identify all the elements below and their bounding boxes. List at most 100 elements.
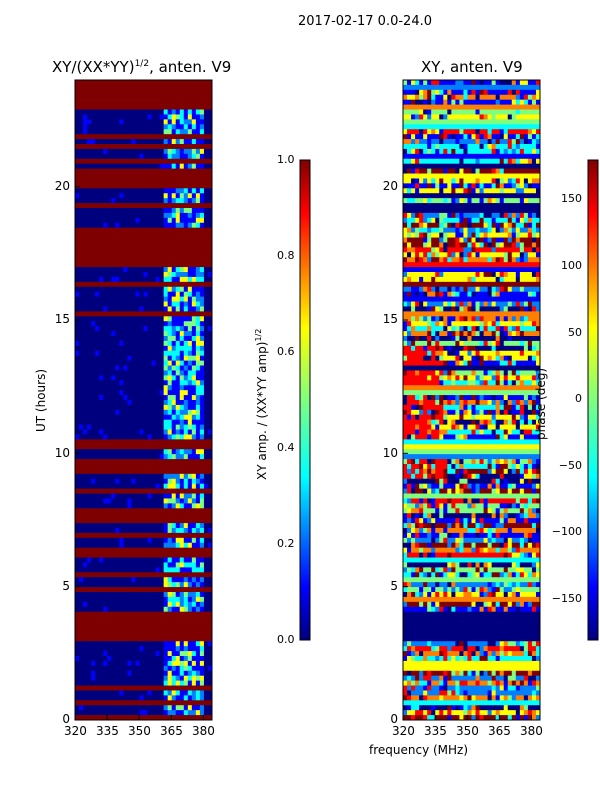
phase-cell (451, 84, 456, 91)
phase-cell (447, 276, 452, 283)
amp-cell (199, 124, 205, 130)
amp-cell (131, 508, 136, 514)
amp-cell (79, 695, 84, 701)
amp-cell (79, 528, 84, 534)
amp-cell (175, 483, 181, 490)
amp-cell (111, 340, 116, 347)
amp-cell (79, 567, 84, 573)
amp-cell (91, 473, 96, 480)
amp-cell (187, 424, 193, 430)
phase-cell (495, 222, 501, 229)
phase-cell (431, 139, 436, 145)
phase-cell (523, 212, 529, 219)
amp-cell (163, 705, 169, 711)
amp-cell (99, 468, 104, 475)
phase-cell (535, 267, 541, 273)
amp-cell (171, 449, 177, 455)
phase-cell (415, 262, 420, 268)
amp-cell (127, 222, 132, 229)
amp-cell (179, 562, 185, 568)
phase-cell (475, 242, 480, 248)
amp-cell (103, 301, 108, 307)
amp-cell (123, 286, 128, 293)
amp-cell (131, 296, 136, 302)
phase-cell (503, 227, 509, 234)
phase-cell (451, 232, 456, 238)
phase-cell (475, 158, 480, 165)
amp-cell (187, 336, 193, 342)
amp-cell (199, 267, 205, 273)
phase-cell (431, 144, 436, 150)
amp-cell (199, 276, 205, 283)
amp-cell (187, 99, 193, 106)
amp-cell (83, 473, 88, 480)
amp-cell (107, 577, 112, 583)
amp-cell (163, 208, 169, 214)
amp-cell (183, 518, 189, 524)
amp-cell (131, 272, 136, 278)
amp-cell (175, 296, 181, 302)
amp-cell (155, 286, 161, 293)
phase-cell (419, 109, 424, 115)
amp-cell (119, 429, 124, 435)
amp-cell (187, 473, 193, 480)
amp-cell (195, 281, 201, 288)
amp-cell (183, 577, 189, 583)
amp-cell (203, 306, 209, 312)
amp-cell (83, 119, 88, 125)
phase-cell (463, 222, 468, 229)
amp-cell (159, 355, 165, 362)
amp-cell (175, 641, 181, 647)
amp-cell (159, 129, 165, 135)
amp-cell (207, 419, 213, 426)
amp-cell (199, 385, 205, 391)
amp-cell (103, 454, 108, 460)
amp-cell (131, 124, 136, 130)
amp-cell (79, 646, 84, 652)
phase-cell (495, 129, 501, 135)
phase-cell (515, 94, 521, 101)
amp-cell (171, 336, 177, 342)
amp-cell (131, 178, 136, 184)
phase-cell (471, 208, 476, 214)
amp-cell (119, 498, 124, 504)
phase-cell (451, 198, 456, 204)
phase-cell (459, 222, 464, 229)
phase-cell (475, 217, 480, 224)
amp-cell (155, 454, 161, 460)
amp-cell (199, 582, 205, 588)
amp-cell (207, 646, 213, 652)
amp-cell (207, 483, 213, 490)
phase-cell (487, 94, 493, 101)
amp-cell (139, 203, 144, 209)
amp-band-cell (75, 636, 213, 642)
amp-cell (75, 646, 80, 652)
phase-cell (403, 291, 408, 298)
amp-cell (147, 596, 152, 603)
amp-cell (199, 212, 205, 219)
amp-cell (163, 710, 169, 716)
amp-cell (123, 582, 128, 588)
phase-cell (407, 203, 412, 209)
phase-cell (403, 134, 408, 140)
amp-cell (79, 656, 84, 662)
amp-cell (75, 508, 80, 514)
amp-cell (127, 409, 132, 416)
phase-cell (499, 291, 505, 298)
amp-cell (103, 695, 108, 701)
amp-cell (203, 670, 209, 677)
amp-cell (119, 675, 124, 682)
amp-cell (155, 336, 161, 342)
amp-cell (163, 483, 169, 490)
amp-cell (111, 557, 116, 563)
phase-cell (531, 89, 537, 96)
amp-cell (183, 670, 189, 677)
amp-cell (171, 424, 177, 430)
amp-band-cell (75, 134, 213, 140)
amp-cell (175, 306, 181, 312)
amp-cell (79, 370, 84, 376)
amp-cell (111, 656, 116, 662)
amp-cell (95, 217, 100, 224)
amp-cell (191, 326, 197, 332)
amp-cell (111, 336, 116, 342)
